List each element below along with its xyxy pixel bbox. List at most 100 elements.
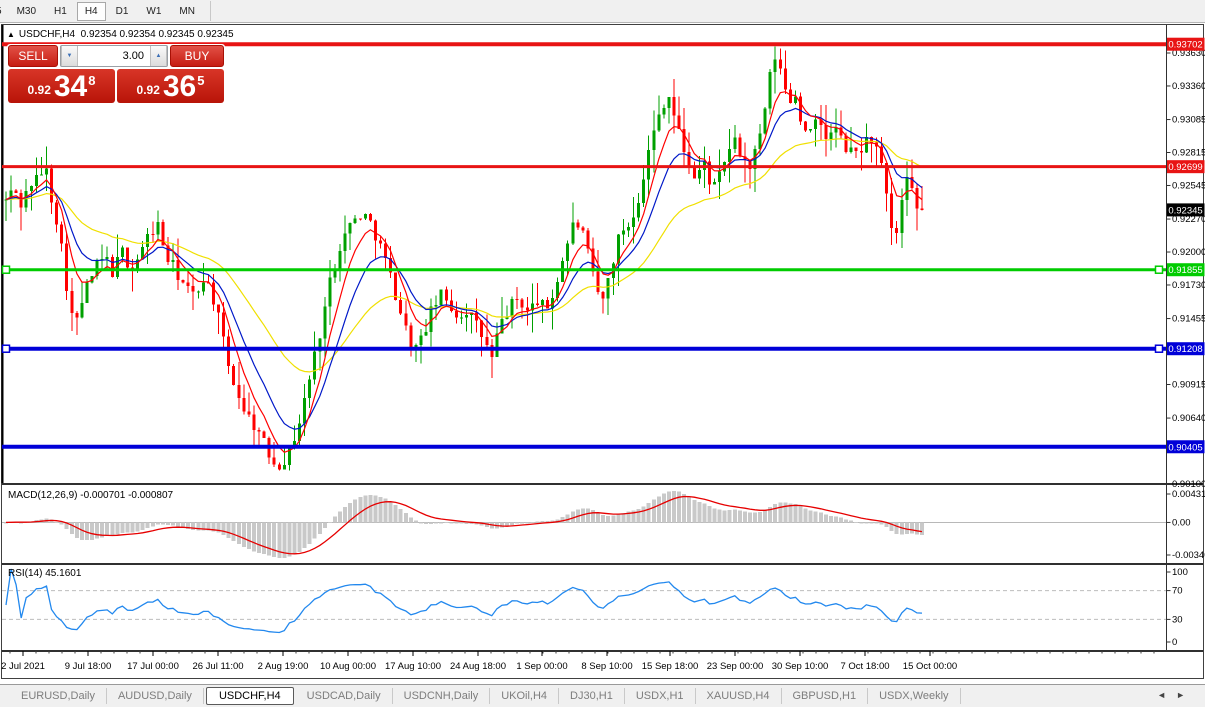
svg-text:0.93085: 0.93085 — [1172, 115, 1205, 126]
svg-text:0.91730: 0.91730 — [1172, 280, 1205, 291]
price-badge — [1167, 203, 1205, 217]
price-badge — [1167, 440, 1205, 454]
chart-ohlc-values: 0.92354 0.92354 0.92345 0.92345 — [80, 29, 234, 40]
buy-price-big: 36 — [162, 70, 197, 103]
moving-averages — [5, 91, 923, 453]
svg-text:0.92699: 0.92699 — [1168, 162, 1202, 173]
price-badge — [1167, 160, 1205, 174]
svg-text:0.93630: 0.93630 — [1172, 48, 1205, 59]
svg-text:0.90640: 0.90640 — [1172, 413, 1205, 424]
svg-text:9 Jul 18:00: 9 Jul 18:00 — [65, 661, 111, 672]
svg-text:24 Aug 18:00: 24 Aug 18:00 — [450, 661, 506, 672]
chart-tab-usdchf-h4[interactable]: USDCHF,H4 — [205, 687, 294, 705]
volume-increase-button[interactable]: ▲ — [150, 46, 167, 66]
timeframe-button-h4[interactable]: H4 — [76, 1, 106, 21]
svg-text:-0.00340: -0.00340 — [1172, 550, 1205, 561]
svg-text:0.92815: 0.92815 — [1172, 148, 1205, 159]
timeframe-button-d1[interactable]: D1 — [115, 5, 129, 17]
chart-tab-xauusd-h4[interactable]: XAUUSD,H4 — [696, 688, 782, 704]
chevron-up-icon: ▲ — [155, 53, 162, 59]
chevron-down-icon: ▼ — [66, 53, 73, 59]
chart-tab-audusd-daily[interactable]: AUDUSD,Daily — [107, 688, 204, 704]
chart-tab-bar: EURUSD,Daily AUDUSD,Daily USDCHF,H4 USDCAD,… — [0, 684, 1205, 707]
tab-scroll-left-icon[interactable]: ◄ — [1157, 690, 1177, 700]
line-handle — [1, 344, 11, 353]
svg-text:0: 0 — [1172, 637, 1177, 648]
svg-text:0.92345: 0.92345 — [1168, 205, 1202, 216]
sell-price-prefix: 0.92 — [27, 83, 51, 97]
buy-button[interactable]: BUY — [170, 45, 224, 67]
sell-button[interactable]: SELL — [8, 45, 58, 67]
sell-price-display[interactable]: 0.92 34 8 — [8, 69, 115, 103]
one-click-trading-panel: SELL ▼ 3.00 ▲ BUY 0.92 34 8 0.92 36 5 — [7, 44, 225, 104]
svg-text:70: 70 — [1172, 586, 1183, 597]
volume-decrease-button[interactable]: ▼ — [61, 46, 78, 66]
svg-text:0.91208: 0.91208 — [1168, 344, 1202, 355]
line-handle — [1154, 265, 1164, 274]
svg-text:0.93702: 0.93702 — [1168, 40, 1202, 51]
price-axis: 0.93630 0.93360 0.93085 0.92815 0.92545 0.922… — [1166, 37, 1205, 648]
svg-text:2 Aug 19:00: 2 Aug 19:00 — [258, 661, 309, 672]
svg-text:30: 30 — [1172, 614, 1183, 625]
chart-tab-usdcad-daily[interactable]: USDCAD,Daily — [296, 688, 393, 704]
time-axis: 2 Jul 2021 9 Jul 18:00 17 Jul 00:00 26 Jul … — [1, 651, 1155, 672]
volume-spinner: ▼ 3.00 ▲ — [60, 45, 168, 67]
svg-text:0.92270: 0.92270 — [1172, 214, 1205, 225]
timeframe-toolbar: 5 M30 H1 H4 D1 W1 MN — [0, 0, 1205, 23]
svg-text:0.00431: 0.00431 — [1172, 489, 1205, 500]
timeframe-button-w1[interactable]: W1 — [146, 5, 162, 17]
svg-text:8 Sep 10:00: 8 Sep 10:00 — [581, 661, 632, 672]
timeframe-button-m5[interactable]: 5 — [0, 2, 7, 21]
sell-price-big: 34 — [53, 70, 88, 103]
svg-text:0.92545: 0.92545 — [1172, 180, 1205, 191]
svg-text:0.90405: 0.90405 — [1168, 442, 1202, 453]
chart-symbol: USDCHF,H4 — [18, 29, 76, 40]
chart-tab-usdcnh-daily[interactable]: USDCNH,Daily — [393, 688, 491, 704]
collapse-trade-panel-icon[interactable]: ▲ — [7, 30, 15, 39]
timeframe-button-m30[interactable]: M30 — [16, 5, 37, 17]
chart-title: ▲ USDCHF,H4 0.92354 0.92354 0.92345 0.923… — [7, 29, 234, 40]
horizontal-level-lines[interactable] — [1, 42, 1166, 449]
svg-text:17 Jul 00:00: 17 Jul 00:00 — [127, 661, 179, 672]
svg-text:0.91455: 0.91455 — [1172, 314, 1205, 325]
svg-text:0.00: 0.00 — [1172, 517, 1191, 528]
svg-text:100: 100 — [1172, 567, 1188, 578]
chart-tab-usdx-h1[interactable]: USDX,H1 — [625, 688, 696, 704]
chart-tab-ukoil-h4[interactable]: UKOil,H4 — [490, 688, 560, 704]
toolbar-separator — [209, 1, 211, 21]
svg-text:0.90915: 0.90915 — [1172, 379, 1205, 390]
price-badge — [1167, 37, 1205, 51]
candlesticks — [4, 46, 924, 471]
svg-text:0.92000: 0.92000 — [1172, 247, 1205, 258]
svg-text:15 Sep 18:00: 15 Sep 18:00 — [642, 661, 699, 672]
timeframe-button-h1[interactable]: H1 — [54, 5, 67, 17]
tab-scroll-right-icon[interactable]: ► — [1176, 690, 1195, 700]
rsi-line — [5, 568, 923, 634]
chart-tab-dj30-h1[interactable]: DJ30,H1 — [559, 688, 625, 704]
svg-text:0.91855: 0.91855 — [1168, 265, 1202, 276]
chart-tab-usdx-weekly[interactable]: USDX,Weekly — [868, 688, 961, 704]
macd-signal-line — [5, 495, 923, 555]
svg-text:17 Aug 10:00: 17 Aug 10:00 — [385, 661, 441, 672]
svg-text:10 Aug 00:00: 10 Aug 00:00 — [320, 661, 376, 672]
chart-tab-eurusd-daily[interactable]: EURUSD,Daily — [10, 688, 107, 704]
volume-input[interactable]: 3.00 — [78, 46, 150, 66]
buy-price-display[interactable]: 0.92 36 5 — [117, 69, 224, 103]
buy-price-pip: 5 — [197, 73, 205, 88]
timeframe-button-mn[interactable]: MN — [179, 5, 195, 17]
line-handle — [1154, 344, 1164, 353]
line-handle — [1, 265, 11, 274]
svg-text:30 Sep 10:00: 30 Sep 10:00 — [772, 661, 829, 672]
chart-tab-gbpusd-h1[interactable]: GBPUSD,H1 — [782, 688, 869, 704]
svg-text:2 Jul 2021: 2 Jul 2021 — [1, 661, 45, 672]
rsi-label: RSI(14) 45.1601 — [8, 568, 82, 579]
svg-text:1 Sep 00:00: 1 Sep 00:00 — [516, 661, 567, 672]
svg-text:7 Oct 18:00: 7 Oct 18:00 — [840, 661, 889, 672]
tab-scroll-arrows: ◄► — [1157, 690, 1195, 700]
price-badge — [1167, 263, 1205, 277]
macd-histogram — [4, 490, 924, 558]
buy-price-prefix: 0.92 — [136, 83, 160, 97]
svg-text:26 Jul 11:00: 26 Jul 11:00 — [192, 661, 243, 672]
